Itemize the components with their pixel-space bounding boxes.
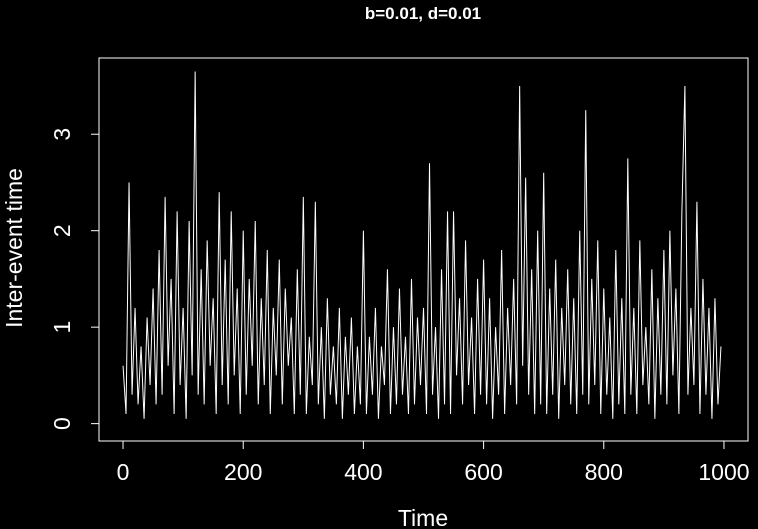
x-tick-label: 0 (117, 459, 130, 485)
y-tick-label: 0 (49, 417, 75, 430)
x-tick-label: 400 (344, 459, 382, 485)
y-tick-label: 3 (49, 128, 75, 141)
x-axis-label: Time (398, 505, 448, 529)
chart-title: b=0.01, d=0.01 (365, 4, 481, 23)
x-tick-label: 1000 (698, 459, 749, 485)
y-tick-label: 1 (49, 321, 75, 334)
x-tick-label: 200 (224, 459, 262, 485)
y-tick-label: 2 (49, 224, 75, 237)
y-axis-label: Inter-event time (1, 168, 27, 328)
plot-box (98, 57, 749, 442)
x-tick-label: 800 (585, 459, 623, 485)
x-tick-label: 600 (464, 459, 502, 485)
series-line (122, 71, 722, 419)
